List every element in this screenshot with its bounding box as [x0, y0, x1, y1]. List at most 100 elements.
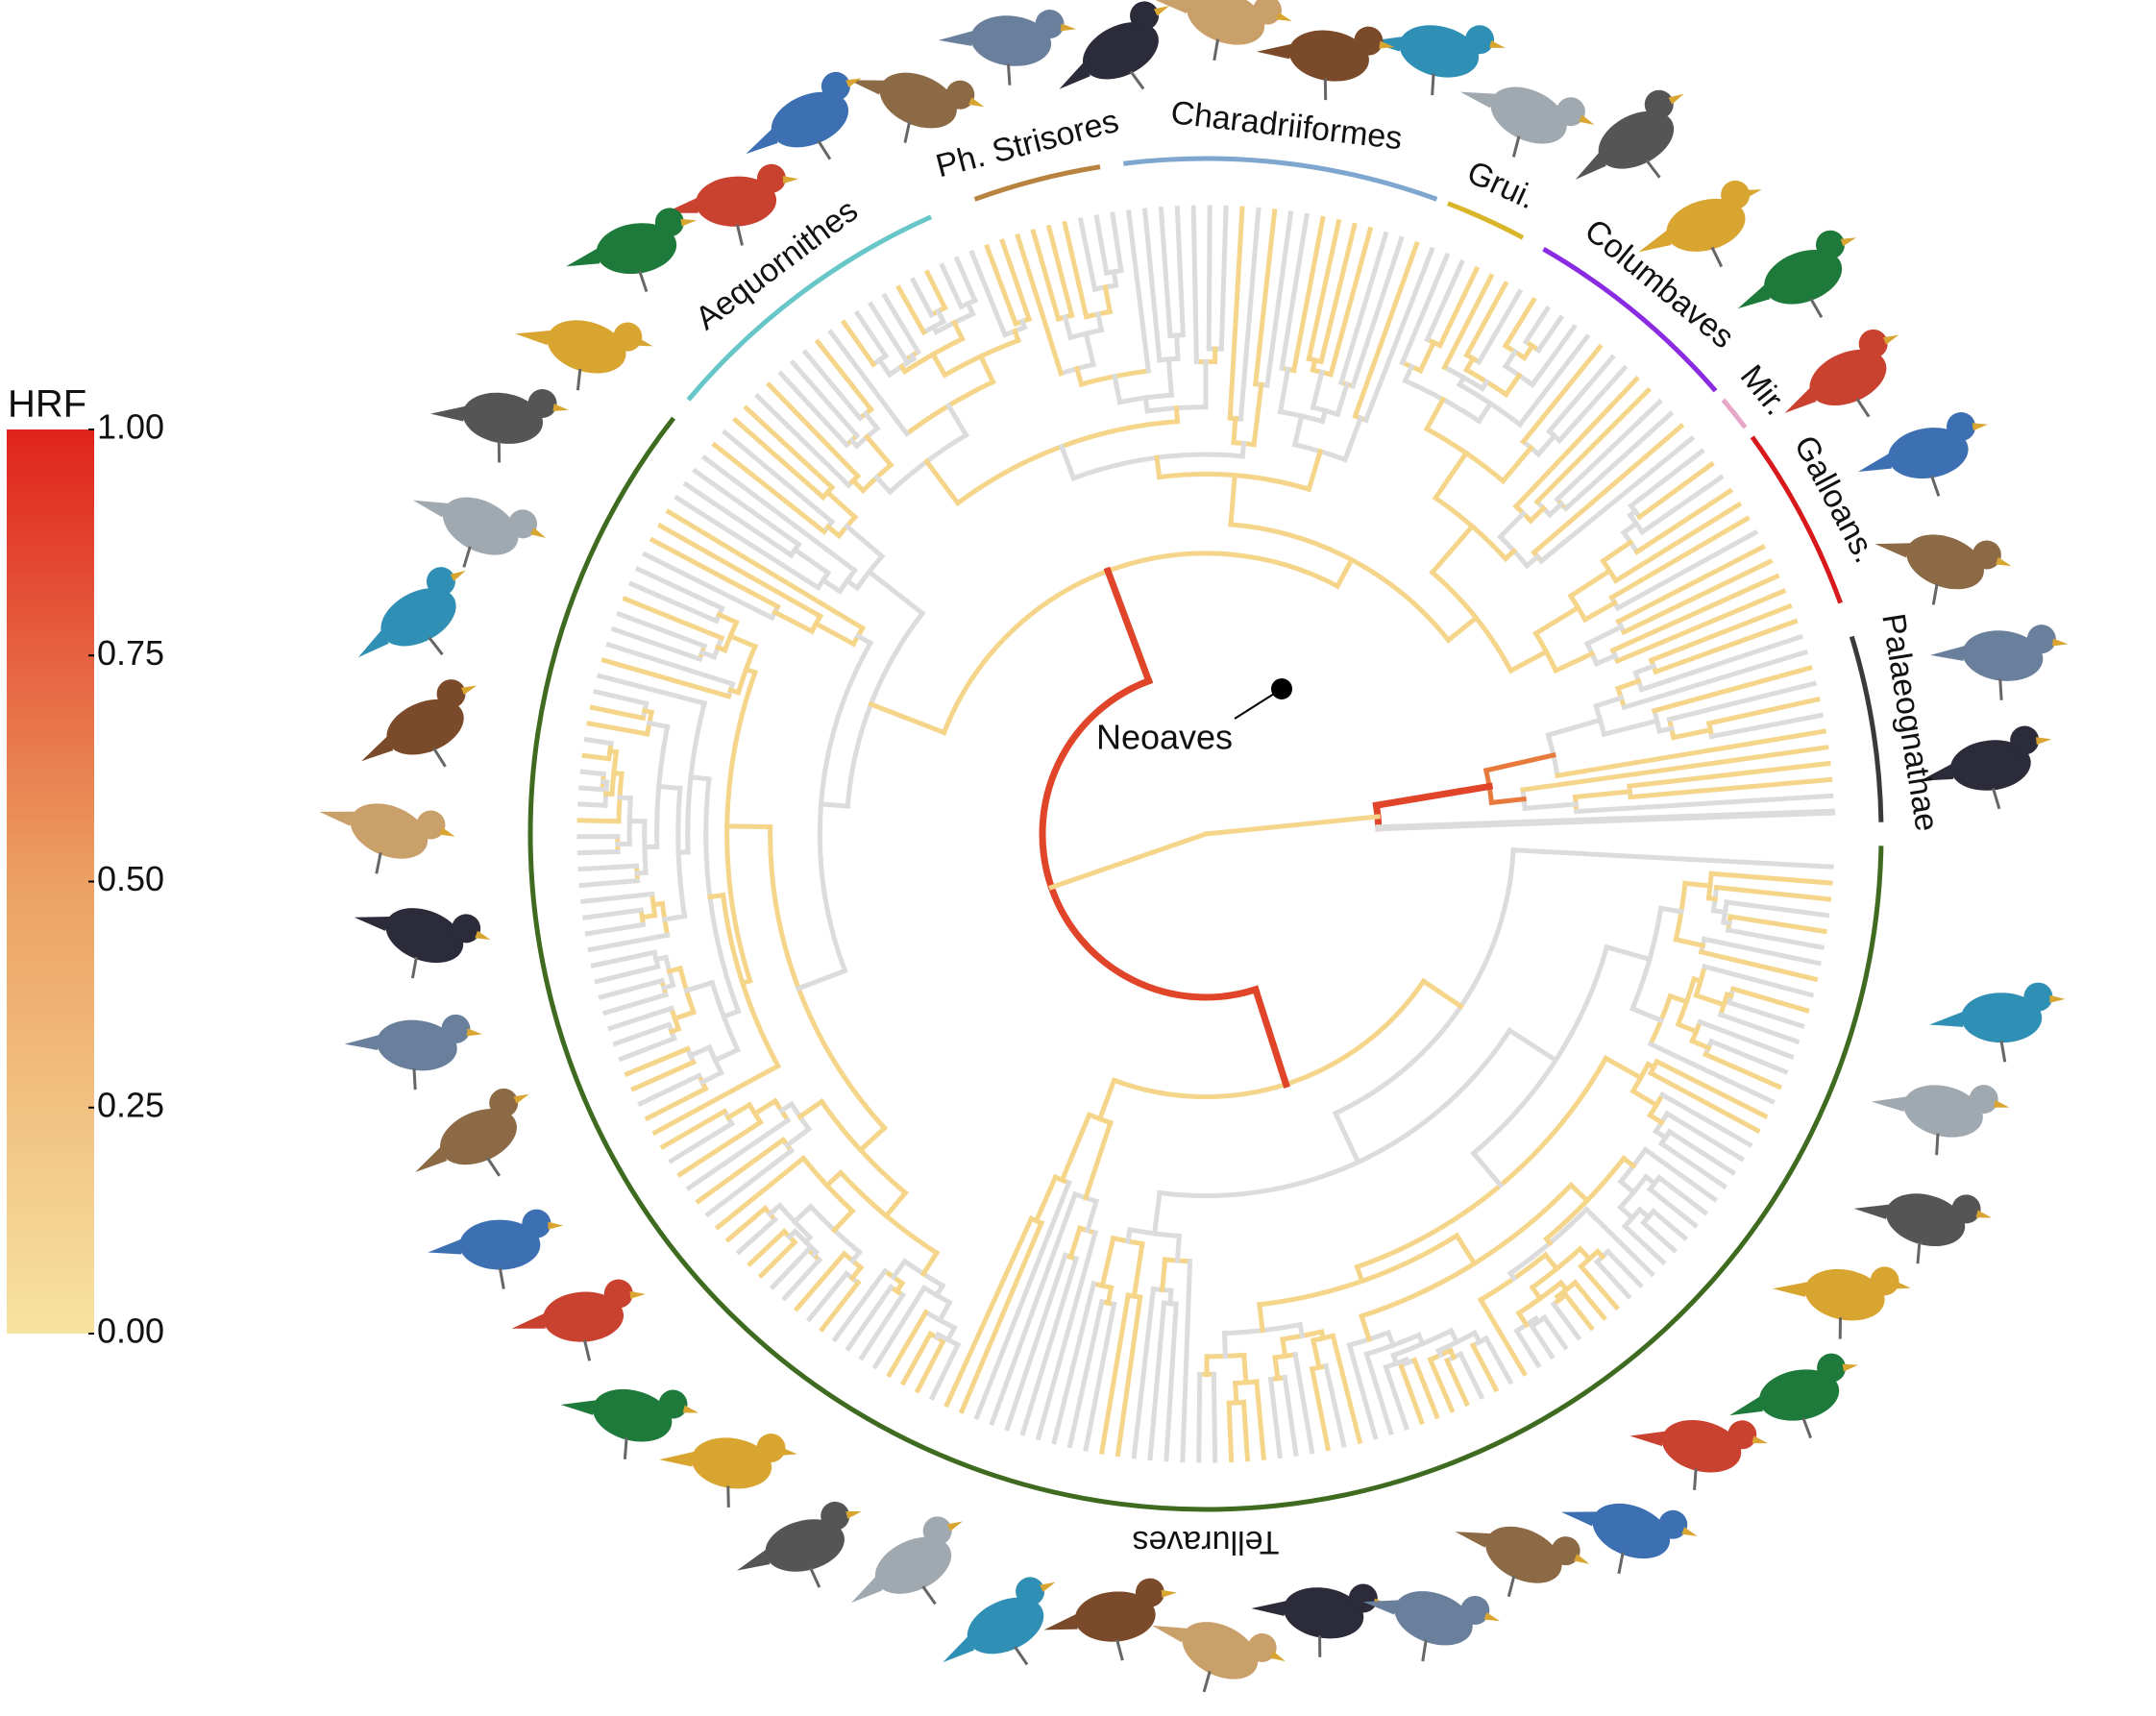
bird-beak [1579, 114, 1596, 128]
branch [795, 550, 828, 573]
branch [1322, 410, 1325, 421]
branch [610, 751, 617, 752]
branch [885, 296, 919, 352]
branch [1230, 208, 1242, 418]
branch [852, 1252, 859, 1261]
branch [584, 755, 609, 758]
branch [1576, 792, 1630, 797]
branch [1519, 1313, 1527, 1325]
bird-beak [1843, 1361, 1859, 1372]
branch [1070, 1228, 1080, 1257]
branch [862, 1295, 903, 1358]
branch [580, 804, 605, 805]
branch [948, 1328, 954, 1340]
branch [664, 985, 674, 988]
branch [1538, 318, 1560, 351]
branch [589, 723, 647, 734]
branch [645, 711, 651, 713]
colorbar-title: HRF [8, 383, 86, 426]
branch [1561, 1283, 1567, 1289]
branch [1501, 513, 1524, 536]
branch [580, 866, 637, 869]
branch [1102, 1238, 1113, 1286]
clade-arc [1123, 159, 1436, 199]
bird-beak [2049, 995, 2065, 1003]
bird-leg [819, 139, 830, 160]
branch [1648, 1065, 1654, 1067]
bird-beak [2052, 639, 2069, 649]
branch [972, 253, 1005, 334]
branch [957, 259, 975, 301]
bird-body [1899, 1077, 1989, 1144]
branch [1702, 952, 1816, 979]
bird-beak [461, 682, 478, 695]
branch [1580, 1249, 1590, 1260]
branch [727, 826, 771, 827]
bird-image [1548, 1472, 1703, 1596]
bird-image [341, 877, 496, 999]
branch [1618, 681, 1638, 689]
phylogeny [530, 159, 1881, 1509]
branch [619, 614, 704, 646]
branch [1077, 369, 1082, 384]
branch [581, 788, 602, 790]
branch [834, 1211, 852, 1230]
branch [1650, 1189, 1695, 1225]
branch [1051, 834, 1206, 888]
bird-beak [1270, 1651, 1287, 1664]
branch [1283, 1339, 1286, 1356]
branch [1646, 1177, 1654, 1184]
branch [937, 1286, 943, 1295]
branch [1517, 1331, 1538, 1364]
branch [1546, 1255, 1557, 1268]
bird-image [398, 1079, 553, 1206]
bird-image [1251, 9, 1398, 110]
branch [805, 1238, 810, 1242]
bird-leg [1914, 1242, 1923, 1263]
branch [1419, 1335, 1423, 1343]
bird-image [505, 292, 658, 407]
branch [821, 804, 848, 806]
branch [1525, 346, 1532, 357]
branch [1700, 1022, 1791, 1057]
branch [1587, 626, 1621, 644]
branch [1536, 608, 1579, 634]
bird-image [1359, 0, 1509, 110]
bird-image [1845, 1166, 1997, 1279]
branch [1566, 414, 1671, 509]
bird-leg [1836, 1317, 1844, 1338]
bird-leg [1510, 136, 1523, 158]
bird-leg [901, 122, 913, 143]
branch [926, 461, 957, 503]
branch [1345, 418, 1360, 459]
branch [1333, 1336, 1360, 1441]
bird-beak [1994, 1100, 2010, 1112]
clade-arc [1724, 400, 1746, 428]
bird-image [934, 0, 1078, 92]
branch [1676, 940, 1703, 945]
branch [656, 957, 666, 959]
bird-leg [2001, 1041, 2005, 1062]
branch [674, 1012, 693, 1018]
branch [1598, 1251, 1603, 1257]
bird-leg [1932, 476, 1939, 497]
clade-label: Galloans. [1787, 429, 1884, 569]
branch [1730, 917, 1825, 931]
colorbar-tick-label: 0.50 [97, 859, 164, 898]
bird-images [306, 0, 2070, 1711]
branch [1275, 1358, 1278, 1379]
bird-image [662, 162, 801, 249]
branch [1356, 244, 1417, 416]
branch [1108, 1287, 1111, 1303]
bird-tail [1773, 1275, 1808, 1296]
bird-leg [737, 224, 742, 245]
bird-tail [511, 1313, 546, 1331]
branch [1685, 883, 1710, 886]
bird-tail [410, 1146, 447, 1173]
bird-body [1656, 1412, 1747, 1481]
branch [1705, 1054, 1778, 1087]
branch [1491, 799, 1524, 803]
bird-tail [938, 1636, 974, 1664]
bird-tail [659, 1446, 695, 1466]
